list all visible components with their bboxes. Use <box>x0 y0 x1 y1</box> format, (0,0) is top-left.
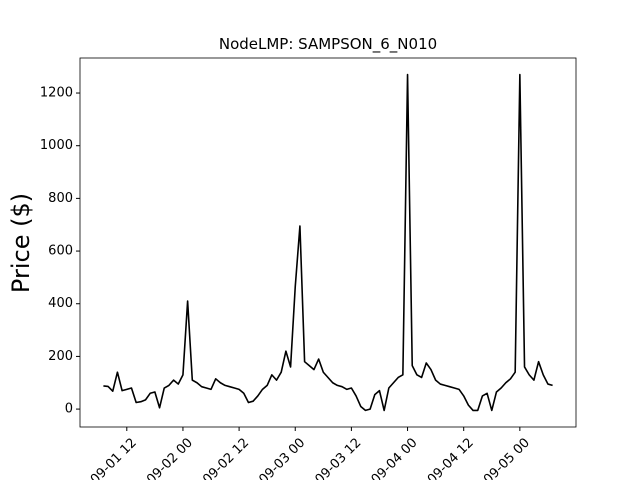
y-tick-label: 1000 <box>40 138 73 153</box>
x-tick-label: 09-03 00 <box>256 435 308 480</box>
y-tick-label: 0 <box>65 402 73 417</box>
x-tick-label: 09-01 12 <box>88 435 140 480</box>
chart-title: NodeLMP: SAMPSON_6_N010 <box>219 35 437 54</box>
plot-frame <box>79 57 577 428</box>
y-tick-label: 600 <box>48 244 73 259</box>
y-tick-label: 800 <box>48 191 73 206</box>
x-tick-label: 09-02 12 <box>200 435 252 480</box>
x-tick-label: 09-03 12 <box>313 435 365 480</box>
x-tick-label: 09-04 12 <box>425 435 477 480</box>
y-axis-label: Price ($) <box>7 193 35 293</box>
y-tick-label: 200 <box>48 349 73 364</box>
x-tick-label: 09-02 00 <box>144 435 196 480</box>
price-line <box>103 73 553 412</box>
y-tick-label: 1200 <box>40 86 73 101</box>
x-tick-label: 09-04 00 <box>369 435 421 480</box>
x-tick-label: 09-05 00 <box>481 435 533 480</box>
y-tick-label: 400 <box>48 296 73 311</box>
